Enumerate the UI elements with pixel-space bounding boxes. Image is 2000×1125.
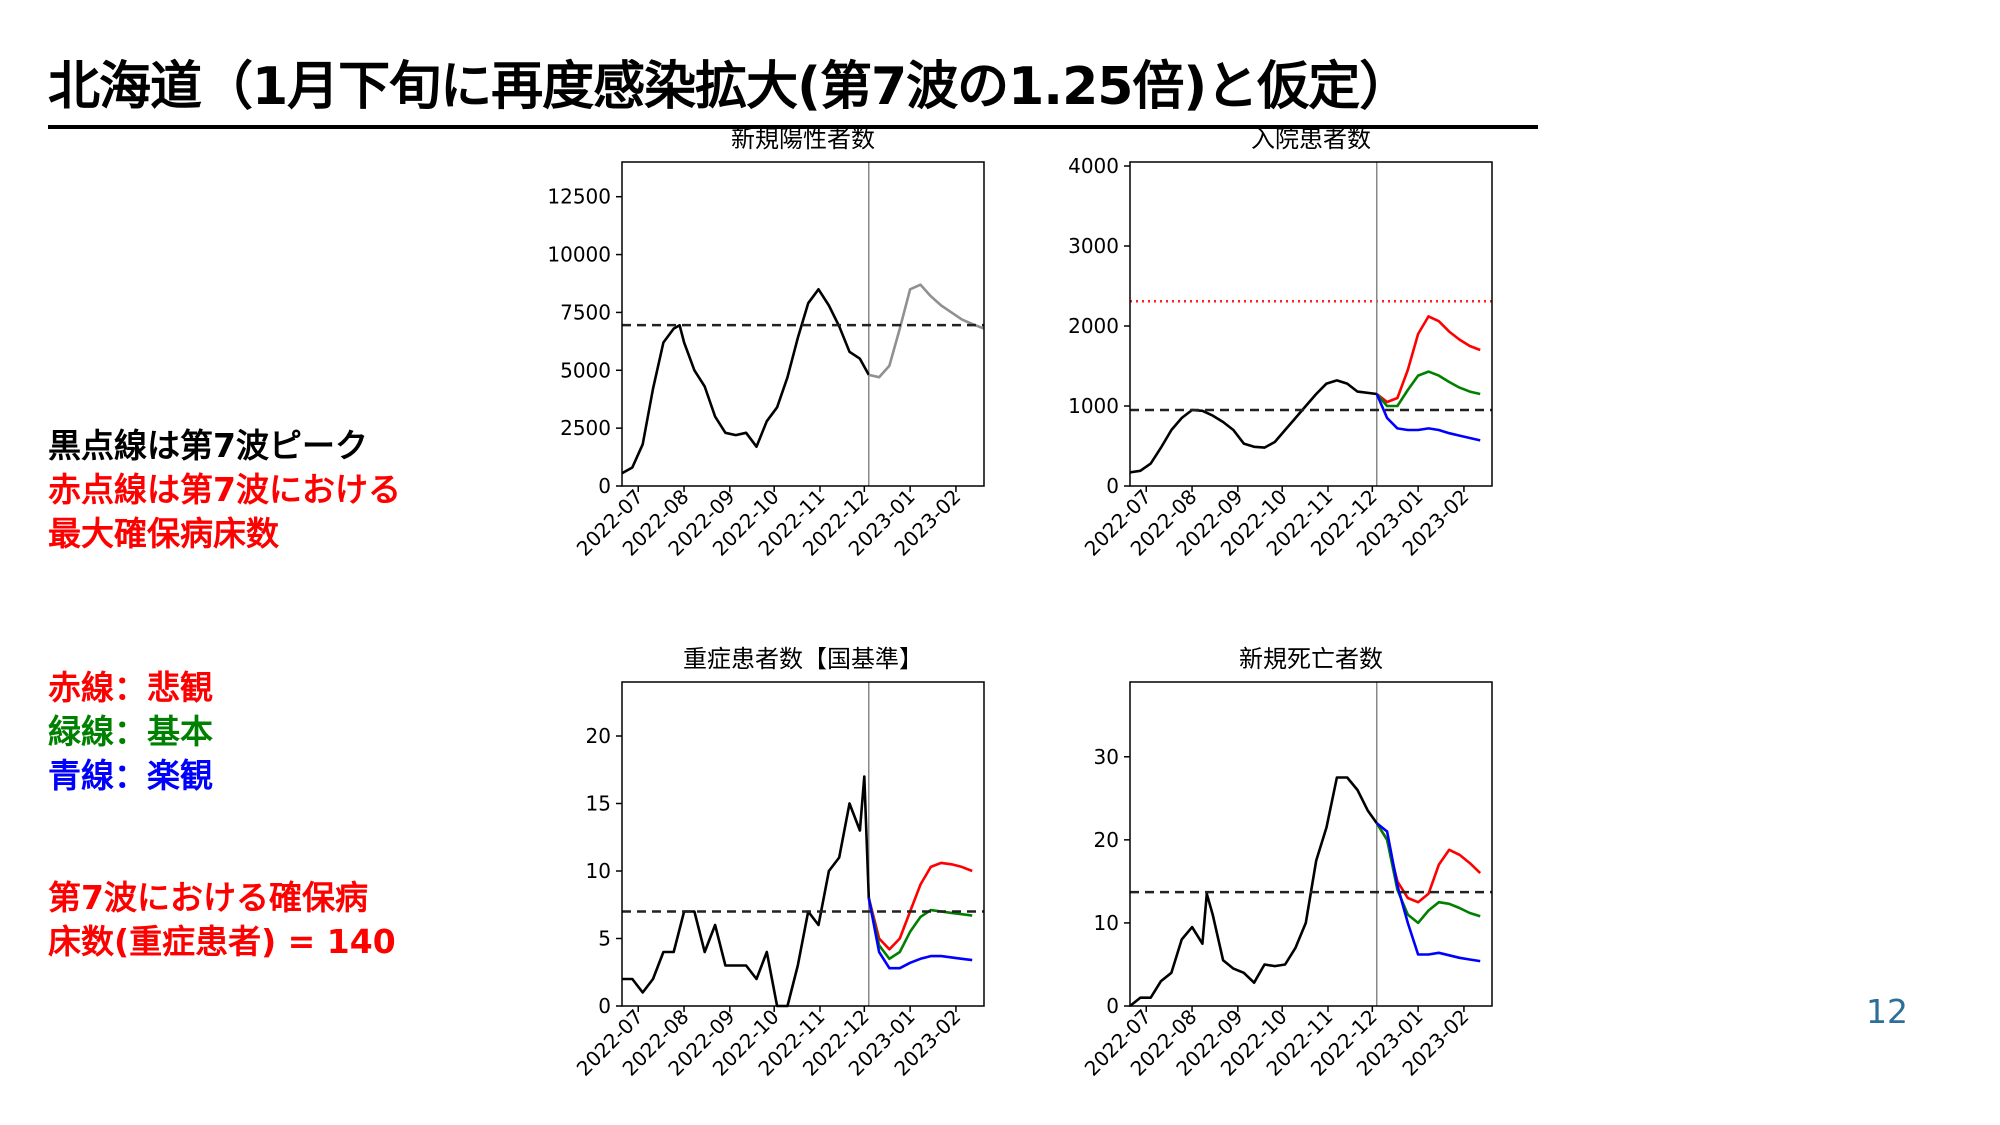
y-tick-label: 10 (586, 859, 611, 883)
severe-patients-chart: 重症患者数【国基準】051015202022-072022-082022-092… (572, 645, 985, 1081)
scenario-legend: 赤線：悲観 緑線：基本 青線：楽観 (48, 666, 213, 798)
y-tick-label: 0 (598, 474, 611, 498)
capacity-note-line2: 床数(重症患者) = 140 (48, 922, 396, 961)
black-dotted-note: 黒点線は第7波ピーク (48, 426, 368, 465)
series-line-基本 (1375, 822, 1481, 925)
y-tick-label: 2000 (1068, 314, 1119, 338)
line-style-notes: 黒点線は第7波ピーク 赤点線は第7波における 最大確保病床数 (48, 424, 401, 556)
legend-pessimistic: 赤線：悲観 (48, 668, 213, 707)
legend-baseline: 緑線：基本 (48, 712, 213, 751)
hospitalized-chart: 入院患者数010002000300040002022-072022-082022… (1068, 125, 1493, 561)
series-line-楽観 (867, 897, 973, 970)
new-positives-chart: 新規陽性者数025005000750010000125002022-072022… (547, 125, 985, 561)
y-tick-label: 12500 (547, 185, 611, 209)
page-number: 12 (1866, 992, 1908, 1031)
plot-frame (621, 161, 985, 487)
y-tick-label: 0 (1106, 474, 1119, 498)
series-line-基本 (1375, 370, 1481, 408)
new-deaths-chart: 新規死亡者数01020302022-072022-082022-092022-1… (1080, 645, 1493, 1081)
y-tick-label: 5 (598, 927, 611, 951)
legend-optimistic: 青線：楽観 (48, 756, 213, 795)
y-tick-label: 30 (1094, 745, 1119, 769)
chart-title: 重症患者数【国基準】 (683, 645, 923, 673)
chart-title: 新規死亡者数 (1239, 645, 1383, 673)
slide-title: 北海道（1月下旬に再度感染拡大(第7波の1.25倍)と仮定） (48, 44, 1538, 129)
series-line-悲観 (1376, 315, 1481, 404)
red-dotted-note-line1: 赤点線は第7波における (48, 470, 401, 509)
plot-frame (621, 681, 985, 1007)
y-tick-label: 7500 (560, 300, 611, 324)
y-tick-label: 4000 (1068, 154, 1119, 178)
series-line-observed (1129, 379, 1377, 474)
series-line-observed (621, 288, 870, 475)
red-dotted-note-line2: 最大確保病床数 (48, 514, 279, 553)
series-line-悲観 (867, 861, 973, 951)
y-tick-label: 10000 (547, 243, 611, 267)
y-tick-label: 0 (598, 994, 611, 1018)
y-tick-label: 15 (586, 792, 611, 816)
y-tick-label: 10 (1094, 911, 1119, 935)
series-line-observed (622, 775, 871, 1008)
chart-title: 入院患者数 (1251, 125, 1371, 153)
chart-title: 新規陽性者数 (731, 125, 875, 153)
capacity-note-line1: 第7波における確保病 (48, 878, 368, 917)
plot-frame (1129, 681, 1493, 1007)
y-tick-label: 0 (1106, 994, 1119, 1018)
series-line-楽観 (1375, 822, 1481, 963)
plot-frame (1129, 161, 1493, 487)
severe-capacity-note: 第7波における確保病 床数(重症患者) = 140 (48, 876, 396, 964)
y-tick-label: 1000 (1068, 394, 1119, 418)
y-tick-label: 20 (1094, 828, 1119, 852)
y-tick-label: 3000 (1068, 234, 1119, 258)
y-tick-label: 2500 (560, 416, 611, 440)
series-line-observed (1129, 776, 1378, 1008)
y-tick-label: 5000 (560, 358, 611, 382)
series-line-projection (868, 283, 985, 379)
y-tick-label: 20 (586, 724, 611, 748)
series-line-基本 (867, 897, 973, 961)
series-line-楽観 (1375, 393, 1481, 442)
